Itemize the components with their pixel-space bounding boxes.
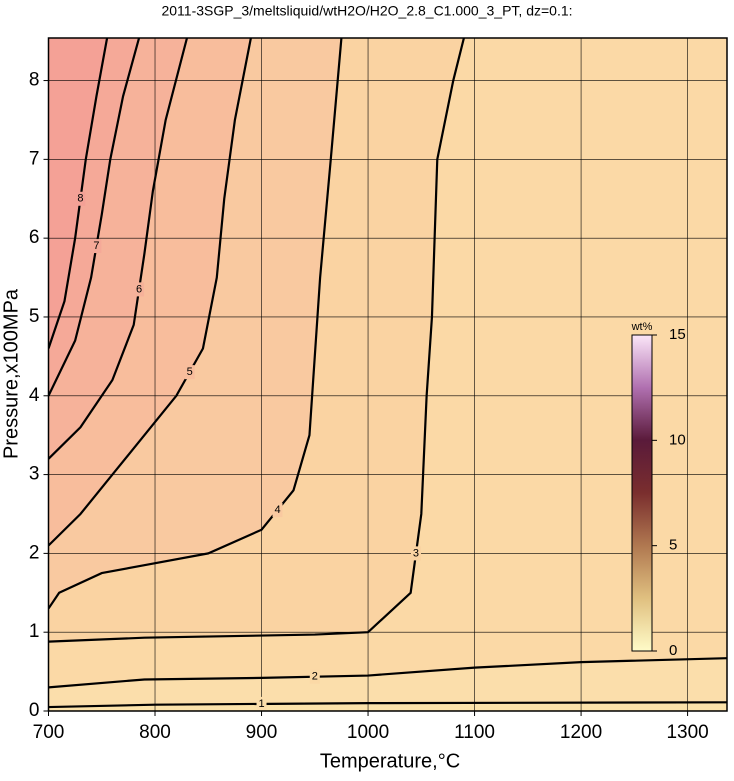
x-tick-label: 800	[139, 722, 171, 743]
contour-label: 7	[93, 240, 99, 252]
y-axis-label: Pressure,x100MPa	[0, 288, 22, 459]
chart-title: 2011-3SGP_3/meltsliquid/wtH2O/H2O_2.8_C1…	[161, 3, 572, 19]
contour-label: 2	[312, 671, 318, 683]
contour-label: 1	[258, 698, 264, 710]
contour-line	[48, 657, 727, 689]
x-tick-label: 1100	[454, 722, 495, 743]
contour-label-bg	[75, 191, 86, 206]
contour-label: 3	[413, 547, 419, 559]
x-tick-label: 900	[246, 722, 278, 743]
x-tick-label: 1300	[666, 722, 708, 743]
plot-area: 1 2 3 4 5 6 7 8	[48, 38, 727, 711]
x-tick-label: 1000	[347, 722, 389, 743]
colorbar-tick-label: 15	[669, 326, 686, 343]
contour-label: 6	[136, 283, 142, 295]
y-tick-label: 0	[29, 700, 40, 721]
colorbar-tick-label: 10	[669, 431, 686, 448]
colorbar-tick-label: 5	[669, 537, 677, 554]
y-tick-label: 4	[29, 385, 40, 406]
y-tick-label: 7	[29, 148, 40, 169]
colorbar-tick-label: 0	[669, 642, 677, 659]
contour-line	[48, 38, 465, 643]
y-tick-label: 5	[29, 306, 40, 327]
contour-label-bg	[134, 282, 145, 297]
colorbar-label: wt%	[631, 321, 653, 333]
contour-line	[48, 38, 141, 397]
plot-frame	[47, 37, 728, 712]
contour-label-bg	[410, 546, 421, 561]
y-tick-label: 2	[29, 542, 40, 563]
y-tick-label: 6	[29, 227, 40, 248]
y-tick-label: 3	[29, 464, 40, 485]
contour-label: 5	[187, 366, 193, 378]
x-axis-label: Temperature,°C	[320, 750, 460, 772]
contour-label-bg	[272, 503, 283, 518]
x-tick-label: 1200	[560, 722, 602, 743]
contour-label-bg	[184, 365, 195, 380]
colorbar	[631, 334, 653, 652]
contour-label: 4	[274, 504, 280, 516]
contour-label: 8	[77, 193, 83, 205]
contour-label-bg	[91, 239, 102, 254]
contour-label-bg	[256, 696, 267, 711]
y-tick-label: 8	[29, 70, 40, 91]
y-tick-label: 1	[29, 621, 40, 642]
x-tick-label: 700	[33, 722, 65, 743]
contour-label-bg	[309, 669, 320, 684]
